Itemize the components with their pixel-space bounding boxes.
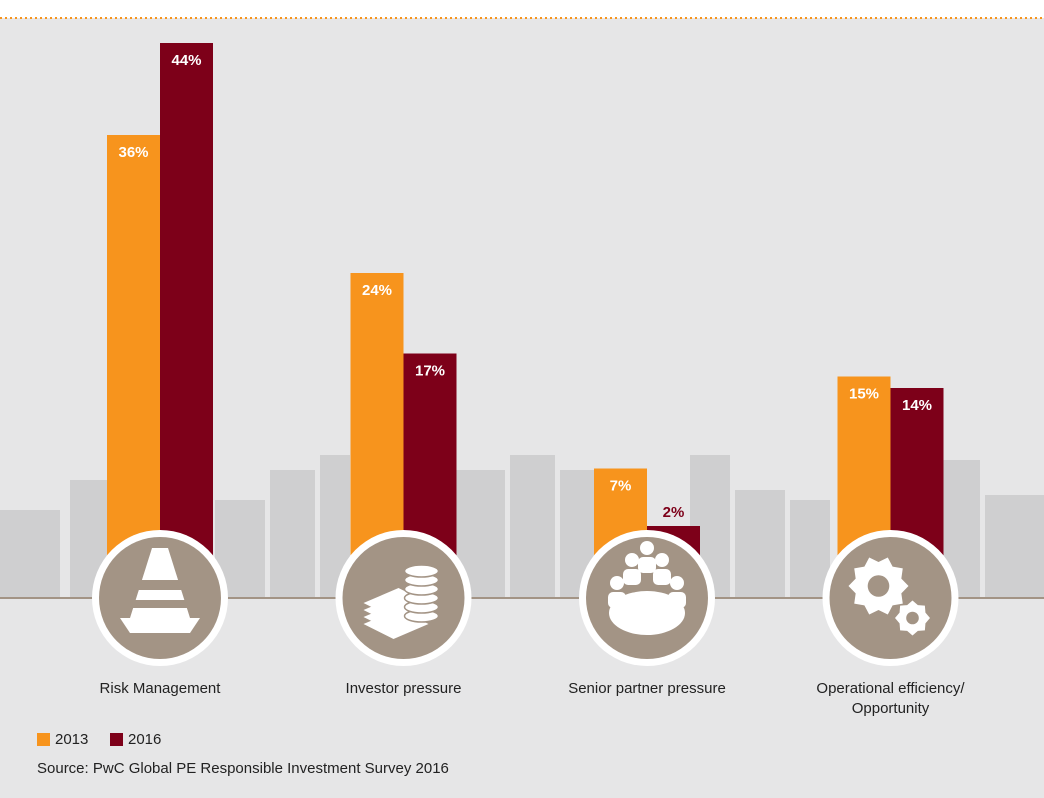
person-body (638, 557, 656, 573)
icon (120, 548, 200, 633)
person-body (608, 592, 626, 608)
bar (107, 135, 160, 598)
person-body (653, 569, 671, 585)
person-head (610, 576, 624, 590)
legend-swatch (110, 733, 123, 746)
category-label: Investor pressure (345, 680, 462, 697)
category-label: Senior partner pressure (568, 680, 726, 697)
stripe (132, 600, 188, 608)
skyline (0, 455, 1044, 598)
person-head (625, 553, 639, 567)
legend-label: 2013 (55, 731, 88, 748)
icon (608, 541, 686, 635)
category-label: Risk Management (99, 680, 221, 697)
coin (403, 564, 440, 578)
person-head (670, 576, 684, 590)
icon (363, 564, 440, 639)
category-label: Operational efficiency/ Opportunity (816, 680, 965, 717)
value-label: 24% (362, 282, 392, 299)
value-label: 7% (610, 477, 632, 494)
value-label: 17% (415, 362, 445, 379)
stripe (138, 580, 182, 590)
source: Source: PwC Global PE Responsible Invest… (37, 760, 449, 777)
cone-base (120, 618, 200, 633)
legend-label: 2016 (128, 731, 161, 748)
value-label: 15% (849, 385, 879, 402)
person-head (655, 553, 669, 567)
value-label: 2% (663, 504, 685, 521)
person-body (623, 569, 641, 585)
table (609, 591, 685, 635)
legend-swatch (37, 733, 50, 746)
icon (848, 557, 930, 636)
gear-hole (867, 575, 890, 597)
gear-hole (906, 611, 919, 625)
person-body (668, 592, 686, 608)
value-label: 36% (118, 144, 148, 161)
bar (160, 43, 213, 598)
header-strip (0, 0, 1044, 18)
value-label: 44% (171, 52, 201, 69)
person-head (640, 541, 654, 555)
value-label: 14% (902, 397, 932, 414)
